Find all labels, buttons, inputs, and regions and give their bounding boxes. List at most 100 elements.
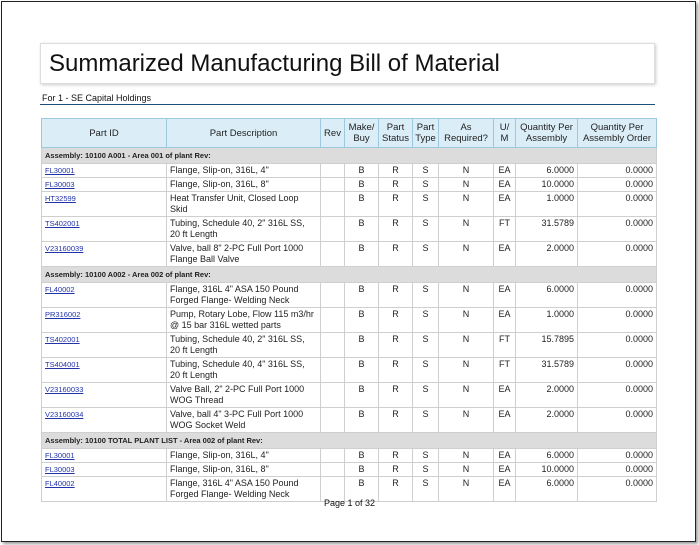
part-id-link[interactable]: TS402001 xyxy=(45,335,80,344)
cell: R xyxy=(378,241,413,267)
cell: R xyxy=(378,282,413,308)
part-id-link[interactable]: FL30001 xyxy=(45,451,75,460)
cell: N xyxy=(438,177,494,192)
part-id-link[interactable]: TS404001 xyxy=(45,360,80,369)
cell: R xyxy=(378,332,413,358)
table-row: FL40002 Flange, 316L 4" ASA 150 Pound For… xyxy=(41,476,657,502)
page-indicator: Page 1 of 32 xyxy=(323,498,376,508)
cell: B xyxy=(344,448,379,463)
cell: 0.0000 xyxy=(577,462,657,477)
cell: Flange, 316L 4" ASA 150 Pound Forged Fla… xyxy=(166,476,321,502)
table-row: FL30001 Flange, Slip-on, 316L, 4" B R S N EA 6.… xyxy=(41,448,657,463)
title-box: Summarized Manufacturing Bill of Materia… xyxy=(40,43,655,84)
column-header: U/ M xyxy=(493,118,516,148)
part-id-link[interactable]: V23160033 xyxy=(45,385,84,394)
cell: S xyxy=(412,241,439,267)
part-id-link[interactable]: TS402001 xyxy=(45,219,80,228)
for-line: For 1 - SE Capital Holdings xyxy=(42,93,152,103)
cell: S xyxy=(412,357,439,383)
part-id-link[interactable]: FL40002 xyxy=(45,285,75,294)
cell: 0.0000 xyxy=(577,241,657,267)
cell: 2.0000 xyxy=(515,382,578,408)
assembly-label: Assembly: 10100 A002 - Area 002 of plant… xyxy=(41,266,657,283)
cell: Tubing, Schedule 40, 2" 316L SS, 20 ft L… xyxy=(166,216,321,242)
cell: EA xyxy=(493,462,516,477)
cell: B xyxy=(344,241,379,267)
cell: B xyxy=(344,357,379,383)
cell: 1.0000 xyxy=(515,307,578,333)
cell: R xyxy=(378,448,413,463)
cell xyxy=(320,307,345,333)
table-row: FL40002 Flange, 316L 4" ASA 150 Pound For… xyxy=(41,282,657,308)
part-id-link[interactable]: FL30003 xyxy=(45,180,75,189)
cell: 0.0000 xyxy=(577,163,657,178)
cell: N xyxy=(438,476,494,502)
cell: S xyxy=(412,163,439,178)
cell: 6.0000 xyxy=(515,163,578,178)
cell: V23160039 xyxy=(41,241,167,267)
cell: N xyxy=(438,382,494,408)
table-row: PR316002 Pump, Rotary Lobe, Flow 115 m3/h… xyxy=(41,307,657,333)
cell: B xyxy=(344,476,379,502)
cell: TS404001 xyxy=(41,357,167,383)
part-id-link[interactable]: FL40002 xyxy=(45,479,75,488)
cell: Valve, ball 4" 3-PC Full Port 1000 WOG S… xyxy=(166,407,321,433)
assembly-row: Assembly: 10100 TOTAL PLANT LIST - Area … xyxy=(41,432,657,449)
cell: N xyxy=(438,462,494,477)
cell: 0.0000 xyxy=(577,382,657,408)
cell: S xyxy=(412,191,439,217)
cell: Flange, 316L 4" ASA 150 Pound Forged Fla… xyxy=(166,282,321,308)
cell xyxy=(320,332,345,358)
column-header: As Required? xyxy=(438,118,494,148)
cell: EA xyxy=(493,382,516,408)
cell: 15.7895 xyxy=(515,332,578,358)
cell: FL30001 xyxy=(41,448,167,463)
cell: EA xyxy=(493,177,516,192)
cell: 10.0000 xyxy=(515,462,578,477)
table-row: FL30003 Flange, Slip-on, 316L, 8" B R S N EA 10… xyxy=(41,462,657,477)
cell: N xyxy=(438,241,494,267)
cell: FL40002 xyxy=(41,282,167,308)
column-header: Part Description xyxy=(166,118,321,148)
part-id-link[interactable]: V23160039 xyxy=(45,244,84,253)
cell xyxy=(320,177,345,192)
cell: Valve Ball, 2" 2-PC Full Port 1000 WOG T… xyxy=(166,382,321,408)
cell: S xyxy=(412,307,439,333)
cell: B xyxy=(344,407,379,433)
cell: 6.0000 xyxy=(515,282,578,308)
column-header: Quantity Per Assembly Order xyxy=(577,118,657,148)
cell: R xyxy=(378,216,413,242)
cell: R xyxy=(378,163,413,178)
cell: PR316002 xyxy=(41,307,167,333)
part-id-link[interactable]: V23160034 xyxy=(45,410,84,419)
cell xyxy=(320,282,345,308)
column-header: Part Type xyxy=(412,118,439,148)
cell: R xyxy=(378,177,413,192)
cell: R xyxy=(378,191,413,217)
cell: FT xyxy=(493,216,516,242)
cell xyxy=(320,241,345,267)
part-id-link[interactable]: FL30003 xyxy=(45,465,75,474)
cell: Valve, ball 8" 2-PC Full Port 1000 Flang… xyxy=(166,241,321,267)
cell: N xyxy=(438,332,494,358)
part-id-link[interactable]: FL30001 xyxy=(45,166,75,175)
cell: B xyxy=(344,332,379,358)
bom-table: Part ID Part Description Rev Make/ Buy Part … xyxy=(41,118,657,502)
cell: EA xyxy=(493,241,516,267)
cell: S xyxy=(412,407,439,433)
cell: 0.0000 xyxy=(577,357,657,383)
cell xyxy=(320,462,345,477)
cell: B xyxy=(344,382,379,408)
column-header: Part ID xyxy=(41,118,167,148)
cell: EA xyxy=(493,448,516,463)
cell: R xyxy=(378,407,413,433)
part-id-link[interactable]: HT32599 xyxy=(45,194,76,203)
cell: 10.0000 xyxy=(515,177,578,192)
cell: EA xyxy=(493,307,516,333)
cell xyxy=(320,382,345,408)
cell: S xyxy=(412,332,439,358)
cell: FL30003 xyxy=(41,462,167,477)
cell: Heat Transfer Unit, Closed Loop Skid xyxy=(166,191,321,217)
cell: R xyxy=(378,462,413,477)
part-id-link[interactable]: PR316002 xyxy=(45,310,81,319)
